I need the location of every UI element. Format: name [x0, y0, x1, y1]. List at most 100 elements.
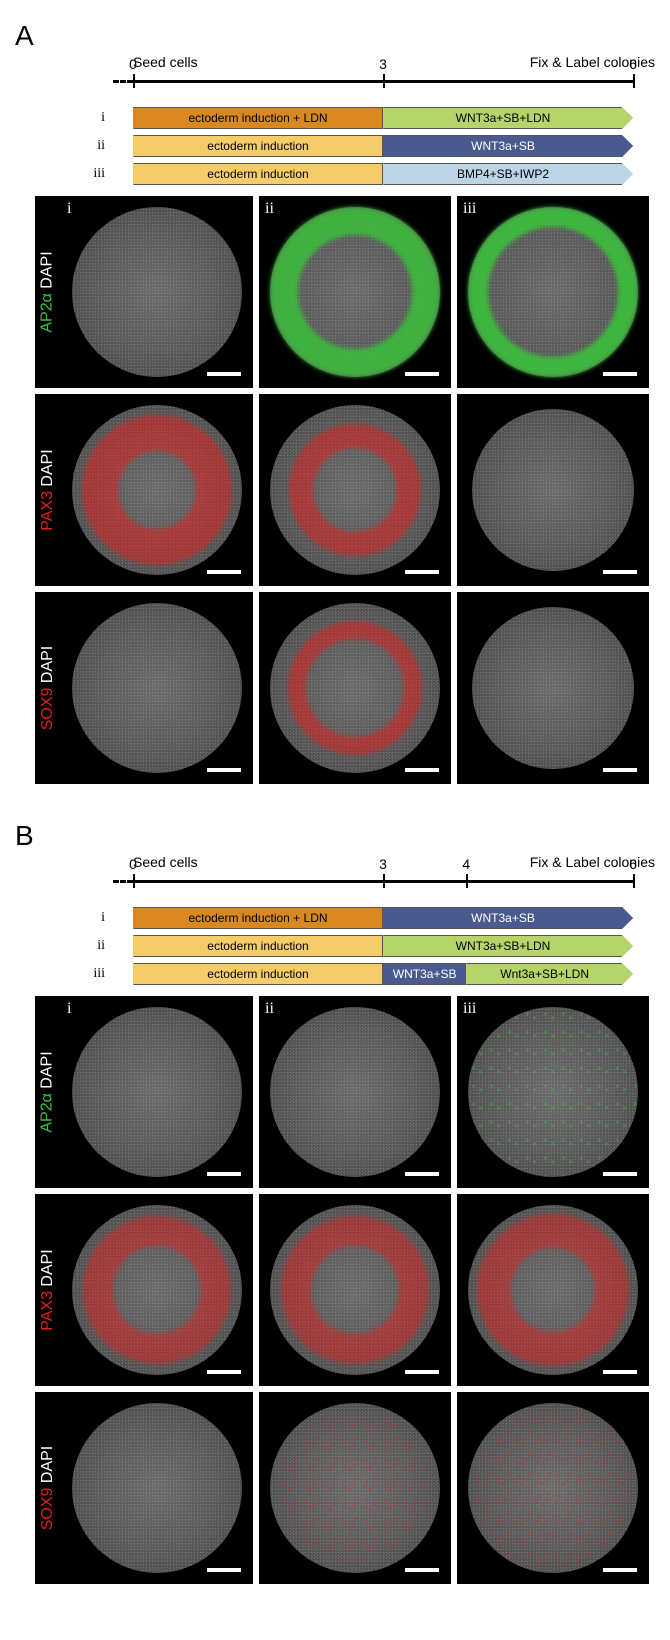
- condition-segment: WNT3a+SB+LDN: [383, 935, 622, 957]
- column-label: iii: [463, 200, 476, 218]
- scale-bar: [207, 570, 241, 574]
- condition-segment: ectoderm induction: [133, 163, 383, 185]
- condition-segment: ectoderm induction: [133, 935, 383, 957]
- timeline-tick-label: 3: [379, 856, 387, 872]
- dapi-label: DAPI: [39, 646, 56, 683]
- micrograph-cell: [61, 1392, 253, 1584]
- micrograph-cell: i: [61, 996, 253, 1188]
- micrograph-cell: [259, 394, 451, 586]
- scale-bar: [603, 768, 637, 772]
- scale-bar: [405, 768, 439, 772]
- micrograph-cell: [61, 592, 253, 784]
- micrograph-cell: iii: [457, 996, 649, 1188]
- panel-label: A: [15, 20, 655, 52]
- scale-bar: [603, 1370, 637, 1374]
- dapi-label: DAPI: [39, 449, 56, 486]
- figure-panel: ASeed cellsFix & Label colonies036iectod…: [15, 20, 655, 790]
- colony-overlay: [477, 1214, 629, 1366]
- micrograph-cell: ii: [259, 996, 451, 1188]
- marker-name: PAX3: [39, 487, 56, 531]
- condition-roman: iii: [85, 966, 113, 982]
- image-grid: AP2α DAPIPAX3 DAPISOX9 DAPIiiiiii: [35, 196, 655, 790]
- column-label: ii: [265, 200, 274, 218]
- row-label: PAX3 DAPI: [35, 394, 61, 586]
- micrograph-cell: [457, 394, 649, 586]
- row-label: PAX3 DAPI: [35, 1194, 61, 1386]
- scale-bar: [405, 372, 439, 376]
- condition-segment: WNT3a+SB: [383, 907, 622, 929]
- colony-overlay: [468, 207, 638, 377]
- panel-label: B: [15, 820, 655, 852]
- scale-bar: [405, 1568, 439, 1572]
- timeline-tick-label: 6: [629, 56, 637, 72]
- colony-base: [72, 603, 242, 773]
- column-label: ii: [265, 1000, 274, 1018]
- scale-bar: [405, 1172, 439, 1176]
- micrograph-cell: [61, 1194, 253, 1386]
- colony-base: [72, 207, 242, 377]
- scale-bar: [405, 570, 439, 574]
- scale-bar: [603, 372, 637, 376]
- micrograph-cell: ii: [259, 196, 451, 388]
- timeline-left-label: Seed cells: [133, 854, 198, 870]
- condition-row: iiectoderm inductionWNT3a+SB: [85, 134, 655, 158]
- micrograph-cell: [457, 592, 649, 784]
- condition-row: iii ectoderm inductionWNT3a+SBWnt3a+SB+LD…: [85, 962, 655, 986]
- condition-segment: WNT3a+SB: [383, 135, 622, 157]
- marker-name: SOX9: [39, 1483, 56, 1530]
- condition-segment: WNT3a+SB: [383, 963, 466, 985]
- timeline-tick-label: 6: [629, 856, 637, 872]
- scale-bar: [405, 1370, 439, 1374]
- condition-row: iiectoderm inductionWNT3a+SB+LDN: [85, 934, 655, 958]
- condition-row: iectoderm induction + LDNWNT3a+SB: [85, 906, 655, 930]
- colony-overlay: [270, 207, 440, 377]
- condition-segment: ectoderm induction: [133, 135, 383, 157]
- colony-base: [72, 1007, 242, 1177]
- timeline-tick-label: 0: [129, 856, 137, 872]
- micrograph-cell: iii: [457, 196, 649, 388]
- condition-roman: i: [85, 110, 113, 126]
- condition-segment: BMP4+SB+IWP2: [383, 163, 622, 185]
- colony-base: [270, 1007, 440, 1177]
- timeline-tick-label: 0: [129, 56, 137, 72]
- row-label: SOX9 DAPI: [35, 592, 61, 784]
- condition-roman: iii: [85, 166, 113, 182]
- scale-bar: [207, 372, 241, 376]
- column-label: i: [67, 1000, 71, 1018]
- colony-overlay: [281, 1216, 429, 1364]
- colony-base: [472, 409, 634, 571]
- scale-bar: [207, 1172, 241, 1176]
- condition-row: iii ectoderm inductionBMP4+SB+IWP2: [85, 162, 655, 186]
- scale-bar: [603, 1568, 637, 1572]
- colony-base: [72, 1403, 242, 1573]
- condition-segment: Wnt3a+SB+LDN: [466, 963, 622, 985]
- timeline-axis: Seed cellsFix & Label colonies0346: [85, 854, 655, 900]
- colony-overlay: [473, 1408, 633, 1568]
- column-label: iii: [463, 1000, 476, 1018]
- micrograph-cell: [259, 1194, 451, 1386]
- dapi-label: DAPI: [39, 1249, 56, 1286]
- timeline: Seed cellsFix & Label colonies0346iectod…: [85, 854, 655, 986]
- colony-overlay: [280, 1413, 430, 1563]
- scale-bar: [603, 1172, 637, 1176]
- condition-segment: WNT3a+SB+LDN: [383, 107, 622, 129]
- micrograph-cell: i: [61, 196, 253, 388]
- timeline-axis: Seed cellsFix & Label colonies036: [85, 54, 655, 100]
- column-label: i: [67, 200, 71, 218]
- micrograph-cell: [457, 1392, 649, 1584]
- figure-panel: BSeed cellsFix & Label colonies0346iecto…: [15, 820, 655, 1590]
- condition-roman: i: [85, 910, 113, 926]
- colony-overlay: [83, 1216, 231, 1364]
- condition-segment: ectoderm induction + LDN: [133, 107, 383, 129]
- timeline-tick-label: 4: [462, 856, 470, 872]
- condition-segment: ectoderm induction: [133, 963, 383, 985]
- image-grid: AP2α DAPIPAX3 DAPISOX9 DAPIiiiiii: [35, 996, 655, 1590]
- dapi-label: DAPI: [39, 251, 56, 288]
- dapi-label: DAPI: [39, 1051, 56, 1088]
- colony-base: [472, 607, 634, 769]
- timeline-tick-label: 3: [379, 56, 387, 72]
- timeline: Seed cellsFix & Label colonies036iectode…: [85, 54, 655, 186]
- scale-bar: [207, 1370, 241, 1374]
- micrograph-cell: [259, 592, 451, 784]
- row-label: AP2α DAPI: [35, 196, 61, 388]
